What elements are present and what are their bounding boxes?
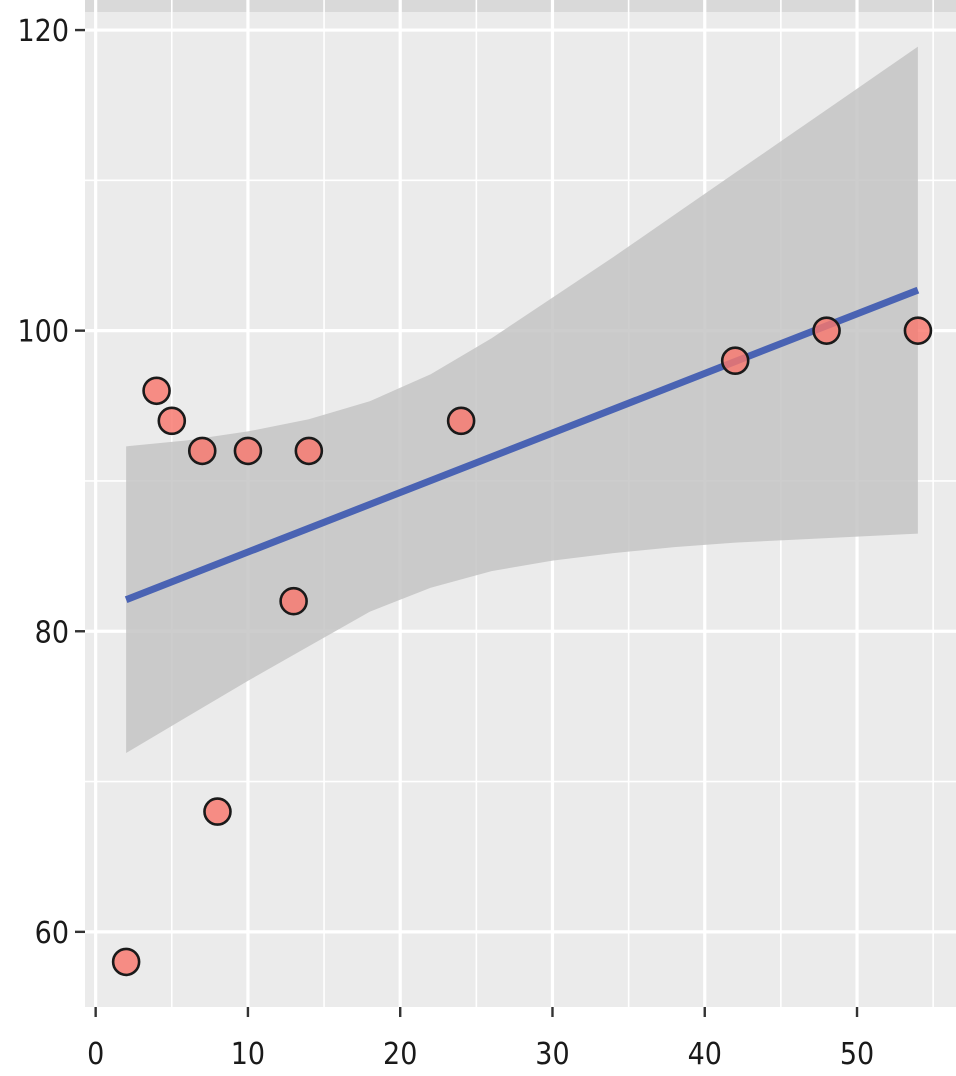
x-tick-label: 50 (840, 1037, 874, 1072)
x-tick-label: 0 (87, 1037, 104, 1072)
trend-line (124, 286, 920, 603)
data-point (903, 316, 933, 345)
y-tick-label: 120 (17, 14, 69, 49)
data-point (111, 947, 141, 977)
data-point (446, 406, 476, 436)
data-points (111, 316, 933, 977)
data-point (157, 406, 187, 436)
x-tick-label: 20 (383, 1037, 417, 1072)
x-tick-label: 10 (231, 1037, 265, 1072)
y-tick-label: 60 (35, 916, 69, 951)
confidence-band (126, 46, 918, 754)
data-point (294, 436, 324, 466)
data-point (142, 376, 171, 406)
x-tick-label: 30 (535, 1037, 569, 1072)
x-tick-label: 40 (688, 1037, 722, 1072)
y-axis-tick-labels: 60 80 100 120 (17, 14, 69, 951)
data-point (720, 346, 750, 376)
data-point (203, 797, 232, 826)
data-point (279, 586, 308, 616)
y-tick-label: 80 (35, 615, 69, 650)
data-point (187, 436, 217, 466)
y-tick-label: 100 (17, 315, 69, 350)
axis-ticks (75, 28, 859, 1017)
data-point (812, 316, 841, 345)
top-strip (85, 0, 956, 12)
x-axis-tick-labels: 0 10 20 30 40 50 (87, 1037, 874, 1072)
data-point (233, 436, 263, 466)
